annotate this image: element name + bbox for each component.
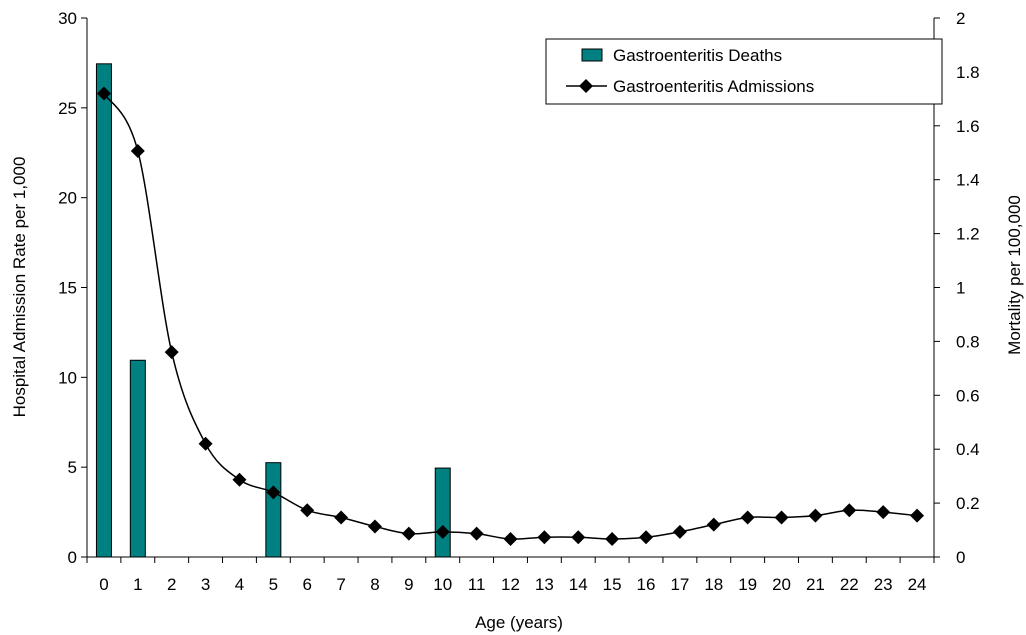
x-tick-label: 21 xyxy=(806,575,825,594)
admissions-curve xyxy=(103,93,918,540)
admissions-point xyxy=(842,503,857,518)
admissions-point xyxy=(266,485,281,500)
x-tick-label: 17 xyxy=(670,575,689,594)
admissions-point xyxy=(774,510,789,525)
x-tick-label: 12 xyxy=(501,575,520,594)
x-tick-label: 24 xyxy=(908,575,927,594)
x-tick-label: 13 xyxy=(535,575,554,594)
x-tick-label: 8 xyxy=(370,575,379,594)
right-axis-ticks: 0 0.2 0.4 0.6 0.8 1 1.2 1.4 1.6 1.8 2 xyxy=(934,9,980,567)
x-tick-label: 3 xyxy=(201,575,210,594)
legend-box xyxy=(545,38,943,105)
admissions-point xyxy=(96,86,111,101)
x-tick-label: 7 xyxy=(336,575,345,594)
left-tick-label: 30 xyxy=(58,9,77,28)
x-tick-label: 19 xyxy=(738,575,757,594)
x-tick-label: 15 xyxy=(603,575,622,594)
right-tick-label: 1.6 xyxy=(956,117,980,136)
left-tick-label: 5 xyxy=(68,458,77,477)
right-tick-label: 0.2 xyxy=(956,494,980,513)
legend-label-deaths: Gastroenteritis Deaths xyxy=(613,46,782,65)
admissions-point xyxy=(334,510,349,525)
admissions-point xyxy=(605,532,620,547)
x-tick-label: 1 xyxy=(133,575,142,594)
x-tick-label: 5 xyxy=(269,575,278,594)
admissions-point xyxy=(198,436,213,451)
admissions-point xyxy=(706,517,721,532)
right-tick-label: 0.6 xyxy=(956,386,980,405)
right-axis-title: Mortality per 100,000 xyxy=(1005,195,1024,355)
left-axis-ticks: 0 5 10 15 20 25 30 xyxy=(58,9,87,567)
deaths-bars xyxy=(95,63,451,558)
admissions-point xyxy=(808,508,823,523)
admissions-point xyxy=(740,510,755,525)
x-axis-ticks: 0 1 2 3 4 5 6 7 8 9 10 11 12 13 14 15 16 17 18 19 20 21 22 23 24 xyxy=(86,557,935,594)
admissions-point xyxy=(469,526,484,541)
x-tick-label: 16 xyxy=(637,575,656,594)
x-tick-label: 9 xyxy=(404,575,413,594)
admissions-point xyxy=(401,526,416,541)
admissions-point xyxy=(571,530,586,545)
legend-swatch-deaths xyxy=(581,48,603,62)
deaths-bar xyxy=(265,462,282,558)
deaths-bar xyxy=(129,359,146,558)
admissions-point xyxy=(130,143,145,158)
legend-marker-admissions xyxy=(579,79,593,93)
admissions-point xyxy=(672,524,687,539)
right-tick-label: 1.2 xyxy=(956,225,980,244)
deaths-bar xyxy=(95,63,112,558)
x-axis-title: Age (years) xyxy=(475,613,563,632)
x-tick-label: 11 xyxy=(468,575,486,594)
legend-label-admissions: Gastroenteritis Admissions xyxy=(613,77,814,96)
admissions-point xyxy=(300,503,315,518)
x-tick-label: 22 xyxy=(840,575,859,594)
x-tick-label: 18 xyxy=(704,575,723,594)
right-tick-label: 2 xyxy=(956,9,965,28)
admissions-line xyxy=(96,86,925,547)
admissions-point xyxy=(876,505,891,520)
right-tick-label: 1.8 xyxy=(956,63,980,82)
x-tick-label: 14 xyxy=(569,575,588,594)
admissions-point xyxy=(910,508,925,523)
deaths-bar xyxy=(434,467,451,558)
x-tick-label: 6 xyxy=(302,575,311,594)
right-tick-label: 1 xyxy=(956,279,965,298)
x-tick-label: 0 xyxy=(99,575,108,594)
left-tick-label: 10 xyxy=(58,368,77,387)
admissions-point xyxy=(639,530,654,545)
left-tick-label: 15 xyxy=(58,279,77,298)
right-tick-label: 1.4 xyxy=(956,171,980,190)
right-tick-label: 0.8 xyxy=(956,332,980,351)
x-tick-label: 23 xyxy=(874,575,893,594)
x-tick-label: 20 xyxy=(772,575,791,594)
x-tick-label: 10 xyxy=(433,575,452,594)
x-tick-label: 2 xyxy=(167,575,176,594)
left-tick-label: 0 xyxy=(68,548,77,567)
left-axis-title: Hospital Admission Rate per 1,000 xyxy=(10,157,29,418)
left-tick-label: 20 xyxy=(58,189,77,208)
admissions-point xyxy=(537,530,552,545)
right-tick-label: 0.4 xyxy=(956,440,980,459)
admissions-point xyxy=(232,472,247,487)
admissions-point xyxy=(367,519,382,534)
right-tick-label: 0 xyxy=(956,548,965,567)
legend: Gastroenteritis Deaths Gastroenteritis A… xyxy=(545,38,943,105)
left-tick-label: 25 xyxy=(58,99,77,118)
x-tick-label: 4 xyxy=(235,575,244,594)
admissions-point xyxy=(164,345,179,360)
admissions-point xyxy=(435,524,450,539)
admissions-point xyxy=(503,532,518,547)
